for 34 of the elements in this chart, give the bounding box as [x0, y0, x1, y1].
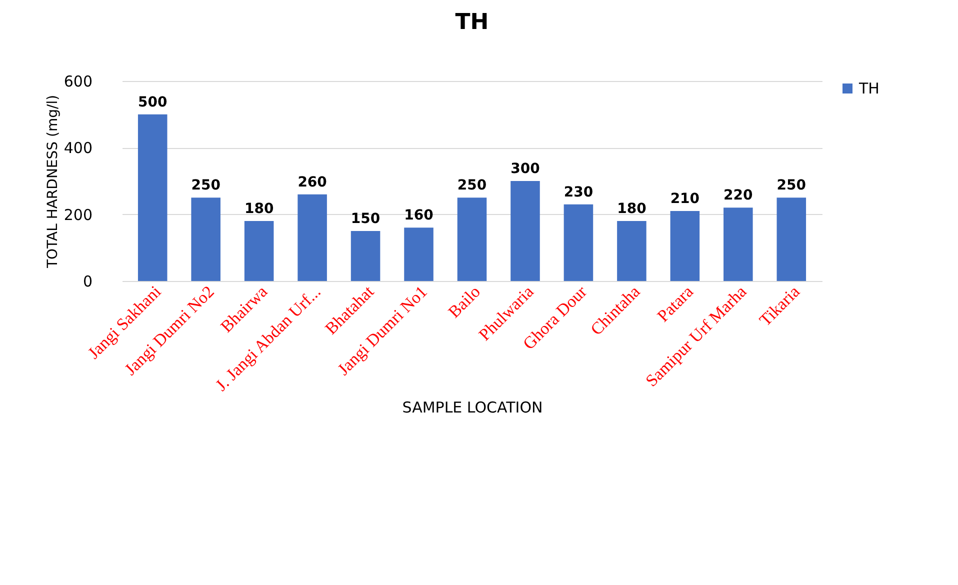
chart-title: TH: [455, 10, 489, 35]
bar: [244, 221, 274, 281]
y-tick-label: 400: [64, 139, 92, 158]
y-tick-label: 600: [64, 72, 92, 90]
data-label: 160: [404, 208, 434, 224]
data-label: 210: [670, 191, 700, 207]
data-label: 250: [191, 178, 221, 194]
y-tick-label: 200: [64, 206, 92, 224]
data-label: 150: [350, 211, 380, 227]
bar: [457, 198, 487, 281]
bar: [564, 204, 594, 281]
bar: [138, 114, 168, 281]
bar: [510, 181, 540, 281]
x-axis-title: SAMPLE LOCATION: [402, 398, 543, 417]
bar: [776, 198, 806, 281]
y-axis-title: TOTAL HARDNESS (mg/l): [44, 94, 61, 270]
data-label: 180: [617, 201, 647, 217]
data-label: 180: [244, 201, 274, 217]
bar: [404, 228, 434, 281]
bar: [724, 208, 753, 281]
data-label: 300: [510, 161, 540, 177]
data-label: 250: [457, 178, 487, 194]
bar: [298, 194, 327, 281]
bar: [617, 221, 646, 281]
data-label: 220: [724, 188, 754, 204]
bar: [191, 198, 220, 281]
bar: [350, 231, 380, 281]
data-label: 230: [564, 184, 594, 200]
y-tick-label: 0: [82, 272, 92, 290]
data-label: 250: [776, 178, 806, 194]
bar: [670, 211, 700, 281]
data-label: 260: [298, 174, 328, 190]
data-label: 500: [138, 94, 168, 110]
legend-label: TH: [858, 80, 880, 98]
